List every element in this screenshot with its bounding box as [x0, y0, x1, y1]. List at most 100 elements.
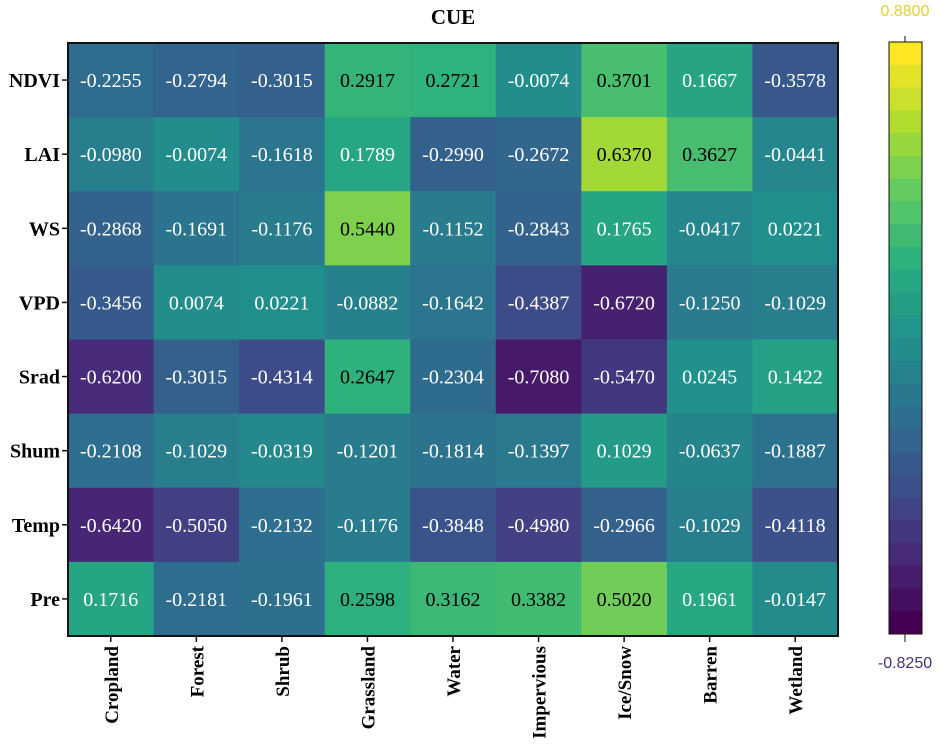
- row-label: VPD: [19, 292, 60, 314]
- colorbar: 0.8800 -0.8250: [878, 3, 932, 672]
- heatmap-cell: [239, 265, 326, 341]
- cell-value-label: 0.1765: [597, 218, 652, 240]
- column-label: Ice/Snow: [615, 646, 636, 720]
- cell-value-label: 0.0245: [682, 367, 737, 389]
- column-label: Forest: [187, 645, 208, 697]
- cell-value-label: -0.1397: [508, 441, 570, 463]
- cell-value-label: -0.1176: [251, 218, 312, 240]
- row-label: Shum: [10, 441, 60, 463]
- cell-value-label: -0.0074: [508, 70, 570, 92]
- chart-title: CUE: [431, 5, 475, 29]
- heatmap-cell: [324, 43, 411, 118]
- heatmap-cell: [153, 43, 240, 118]
- row-label: WS: [29, 218, 60, 240]
- heatmap-cell: [324, 117, 411, 192]
- heatmap-cell: [752, 265, 839, 341]
- row-labels: NDVI LAI WS VPD Srad Shum Temp Pre: [9, 70, 68, 611]
- column-label: Cropland: [102, 646, 123, 724]
- heatmap-cell: [752, 413, 839, 489]
- row-label: Srad: [19, 367, 60, 389]
- row-label: Pre: [30, 589, 60, 611]
- heatmap-cell: [752, 339, 839, 415]
- heatmap-cell: [581, 339, 668, 415]
- cell-value-label: -0.3848: [422, 515, 484, 537]
- heatmap-cell: [410, 117, 497, 192]
- column-label: Shrub: [273, 646, 294, 697]
- cell-value-label: -0.1642: [422, 292, 484, 314]
- heatmap-cell: [410, 265, 497, 341]
- cell-value-label: 0.1716: [83, 589, 138, 611]
- cell-value-label: -0.6200: [80, 367, 142, 389]
- cell-value-label: 0.1667: [682, 70, 737, 92]
- cell-value-label: -0.1176: [337, 515, 398, 537]
- cell-value-label: -0.2132: [251, 515, 313, 537]
- heatmap-cell: [495, 413, 582, 489]
- cell-value-label: -0.1152: [423, 218, 484, 240]
- cell-value-label: -0.0637: [679, 441, 741, 463]
- cell-value-label: -0.0882: [337, 292, 399, 314]
- cell-value-label: -0.1029: [764, 292, 826, 314]
- heatmap-cell: [68, 117, 155, 192]
- heatmap-cell: [581, 487, 668, 563]
- heatmap-cell: [666, 413, 754, 489]
- cell-value-label: -0.2990: [422, 144, 484, 166]
- column-label: Wetland: [786, 646, 807, 715]
- cell-value-label: -0.6420: [80, 515, 142, 537]
- heatmap-cell: [153, 265, 240, 341]
- heatmap-cell: [239, 117, 326, 192]
- heatmap-cell: [581, 191, 668, 266]
- heatmap-cell: [239, 191, 326, 266]
- heatmap-cell: [495, 43, 582, 118]
- heatmap-cell: [581, 561, 668, 637]
- cell-value-label: -0.1618: [251, 144, 313, 166]
- heatmap-cell: [153, 117, 240, 192]
- cell-value-label: 0.5440: [340, 218, 395, 240]
- heatmap-cell: [410, 191, 497, 266]
- cell-value-label: 0.3162: [426, 589, 481, 611]
- heatmap-cell: [410, 487, 497, 563]
- heatmap-cell: [68, 487, 155, 563]
- cell-value-label: -0.3015: [165, 367, 227, 389]
- cell-value-label: -0.1250: [679, 292, 741, 314]
- heatmap-cell: [410, 413, 497, 489]
- cell-value-label: -0.6720: [593, 292, 655, 314]
- heatmap-cell: [68, 43, 155, 118]
- cell-value-label: -0.0417: [679, 218, 741, 240]
- cell-value-label: -0.2966: [593, 515, 655, 537]
- cell-value-label: -0.2255: [80, 70, 142, 92]
- cell-value-label: -0.2108: [80, 441, 142, 463]
- heatmap-cell: [495, 561, 582, 637]
- cell-value-label: -0.0980: [80, 144, 142, 166]
- heatmap-cell: [752, 117, 839, 192]
- cell-value-label: 0.1961: [682, 589, 737, 611]
- heatmap-cell: [666, 561, 754, 637]
- heatmap-cell: [581, 117, 668, 192]
- cell-value-label: -0.0319: [251, 441, 313, 463]
- heatmap-cell: [153, 413, 240, 489]
- cell-value-label: 0.1422: [768, 367, 823, 389]
- heatmap-cell: [495, 339, 582, 415]
- cell-value-label: -0.2304: [422, 367, 484, 389]
- heatmap-cell: [324, 487, 411, 563]
- cell-value-label: -0.4314: [251, 367, 313, 389]
- column-label: Barren: [701, 646, 722, 704]
- heatmap-cell: [581, 43, 668, 118]
- cell-value-label: 0.0074: [169, 292, 224, 314]
- heatmap-cell: [581, 413, 668, 489]
- cell-value-label: 0.2598: [340, 589, 395, 611]
- heatmap-cell: [495, 191, 582, 266]
- cell-value-label: 0.2917: [340, 70, 395, 92]
- cell-value-label: -0.0441: [764, 144, 826, 166]
- cell-value-label: 0.0221: [254, 292, 309, 314]
- heatmap-cell: [68, 413, 155, 489]
- heatmap-cell: [752, 43, 839, 118]
- heatmap-cell: [752, 191, 839, 266]
- cell-value-label: -0.1887: [764, 441, 826, 463]
- heatmap-cell: [324, 191, 411, 266]
- cell-value-label: -0.5470: [593, 367, 655, 389]
- column-label: Grassland: [358, 646, 379, 730]
- heatmap-cell: [239, 413, 326, 489]
- heatmap-cell: [666, 487, 754, 563]
- heatmap-cell: [666, 265, 754, 341]
- cell-value-label: -0.3456: [80, 292, 142, 314]
